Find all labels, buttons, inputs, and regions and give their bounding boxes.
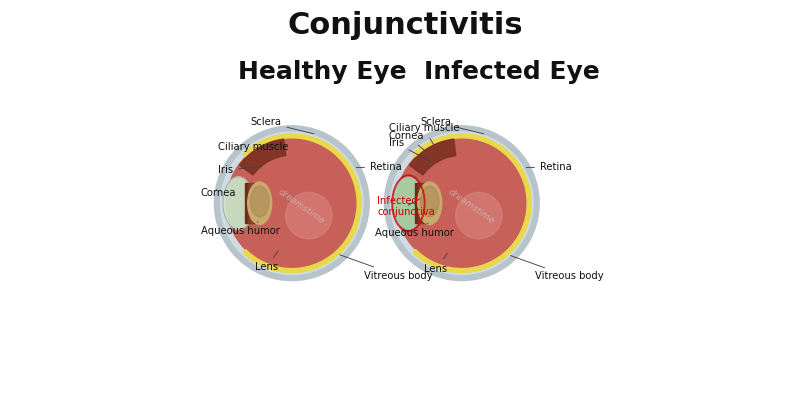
Text: Iris: Iris [218,165,262,175]
Bar [423,183,426,223]
Text: Ciliary muscle: Ciliary muscle [218,142,288,152]
Polygon shape [240,139,286,175]
Bar [245,183,249,223]
Ellipse shape [393,177,424,230]
Bar [250,183,254,223]
Ellipse shape [420,186,439,217]
Text: Vitreous body: Vitreous body [510,256,603,282]
Bar [418,183,421,223]
Text: Retina: Retina [526,162,572,172]
Ellipse shape [250,186,269,217]
Text: Lens: Lens [254,251,279,273]
Polygon shape [410,139,456,175]
Text: Aqueous humor: Aqueous humor [201,222,280,236]
Text: dreamstime: dreamstime [276,187,326,225]
Circle shape [396,138,527,268]
Text: Infected
conjunctiva: Infected conjunctiva [377,196,435,217]
Circle shape [286,192,332,239]
Circle shape [390,132,533,274]
Text: Healthy Eye: Healthy Eye [238,60,407,84]
Bar [248,183,251,223]
Bar [415,183,418,223]
Text: Cornea: Cornea [200,188,236,198]
Bar [420,183,424,223]
Text: Sclera: Sclera [420,117,484,134]
Ellipse shape [248,182,271,225]
Bar [253,183,256,223]
Polygon shape [413,134,531,273]
Text: Vitreous body: Vitreous body [339,255,433,281]
Circle shape [455,192,502,239]
Text: Infected Eye: Infected Eye [424,60,599,84]
Polygon shape [243,134,361,273]
Circle shape [215,126,369,280]
Text: Iris: Iris [389,138,430,161]
Circle shape [220,132,363,274]
Text: Cornea: Cornea [389,131,427,152]
Ellipse shape [418,182,441,225]
Text: Retina: Retina [356,162,402,172]
Text: Conjunctivitis: Conjunctivitis [288,11,522,40]
Circle shape [227,138,357,268]
Text: Lens: Lens [424,253,447,274]
Text: Aqueous humor: Aqueous humor [375,223,454,238]
Text: Sclera: Sclera [250,117,313,134]
Text: dreamstime: dreamstime [446,187,496,225]
Ellipse shape [223,177,254,230]
Text: Ciliary muscle: Ciliary muscle [389,123,459,145]
Circle shape [385,126,539,280]
